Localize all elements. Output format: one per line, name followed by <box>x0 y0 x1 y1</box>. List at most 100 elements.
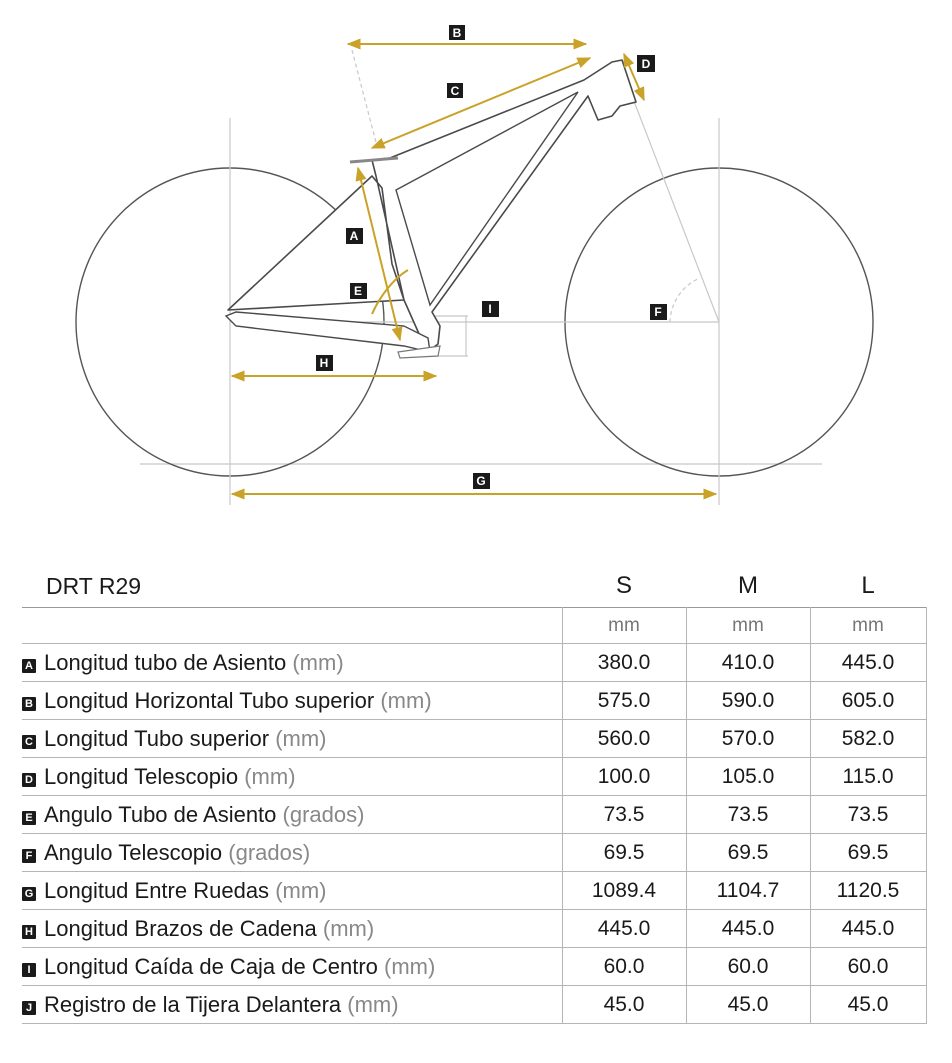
units-row: mm mm mm <box>22 607 927 644</box>
unit-l: mm <box>809 607 927 644</box>
value-m: 410.0 <box>685 643 810 682</box>
size-m-header: M <box>738 572 758 599</box>
row-label: Angulo Telescopio <box>44 839 223 865</box>
model-name: DRT R29 <box>46 572 142 599</box>
row-unit: (mm) <box>384 953 436 979</box>
row-label-cell: B Longitud Horizontal Tubo superior (mm) <box>22 682 562 720</box>
row-label-cell: J Registro de la Tijera Delantera (mm) <box>22 986 562 1024</box>
value-m: 590.0 <box>685 681 810 720</box>
row-unit: (mm) <box>347 991 399 1017</box>
marker-h: H <box>316 355 333 371</box>
row-label: Registro de la Tijera Delantera <box>44 991 342 1017</box>
svg-text:E: E <box>354 284 362 298</box>
row-label: Longitud Brazos de Cadena <box>44 915 317 941</box>
frame-bb-shell <box>397 345 441 359</box>
row-letter-badge: A <box>22 658 36 673</box>
marker-f: F <box>650 304 667 320</box>
row-label: Longitud Caída de Caja de Centro <box>44 953 378 979</box>
units-row-label <box>22 608 562 644</box>
row-label: Longitud Telescopio <box>44 763 239 789</box>
bike-geometry-diagram: B C D A E I F H G <box>75 25 874 505</box>
value-l: 445.0 <box>809 909 927 948</box>
frame-seat-cap <box>349 156 399 164</box>
value-m: 69.5 <box>685 833 810 872</box>
table-row: A Longitud tubo de Asiento (mm) 380.0 410.0… <box>22 643 927 682</box>
row-letter-badge: C <box>22 734 36 749</box>
unit-s: mm <box>561 607 686 644</box>
value-s: 445.0 <box>561 909 686 948</box>
table-row: D Longitud Telescopio (mm) 100.0 105.0 115.0 <box>22 757 927 796</box>
table-row: F Angulo Telescopio (grados) 69.5 69.5 69.5 <box>22 833 927 872</box>
row-unit: (grados) <box>282 801 365 827</box>
value-s: 380.0 <box>561 643 686 682</box>
row-label-cell: I Longitud Caída de Caja de Centro (mm) <box>22 948 562 986</box>
size-s-header: S <box>615 572 632 599</box>
dim-line-a <box>355 166 403 342</box>
row-unit: (mm) <box>292 649 344 675</box>
unit-m: mm <box>685 607 810 644</box>
table-row: H Longitud Brazos de Cadena (mm) 445.0 445.… <box>22 909 927 948</box>
value-m: 105.0 <box>685 757 810 796</box>
value-m: 445.0 <box>685 909 810 948</box>
table-row: B Longitud Horizontal Tubo superior (mm) 5… <box>22 681 927 720</box>
svg-text:G: G <box>476 474 485 488</box>
value-s: 100.0 <box>561 757 686 796</box>
marker-e: E <box>350 283 367 299</box>
row-letter-badge: G <box>22 886 36 901</box>
value-s: 45.0 <box>561 985 686 1024</box>
table-row: E Angulo Tubo de Asiento (grados) 73.5 73.5… <box>22 795 927 834</box>
size-l-header: L <box>861 572 875 599</box>
row-letter-badge: F <box>22 848 36 863</box>
value-s: 60.0 <box>561 947 686 986</box>
table-row: G Longitud Entre Ruedas (mm) 1089.4 1104.7 1… <box>22 871 927 910</box>
svg-text:H: H <box>320 356 329 370</box>
row-label-cell: G Longitud Entre Ruedas (mm) <box>22 872 562 910</box>
value-l: 73.5 <box>809 795 927 834</box>
value-m: 73.5 <box>685 795 810 834</box>
row-label: Longitud tubo de Asiento <box>44 649 287 675</box>
value-s: 560.0 <box>561 719 686 758</box>
row-label: Longitud Tubo superior <box>44 725 270 751</box>
table-row: I Longitud Caída de Caja de Centro (mm) 60… <box>22 947 927 986</box>
value-l: 115.0 <box>809 757 927 796</box>
table-row: J Registro de la Tijera Delantera (mm) 45.… <box>22 985 927 1024</box>
value-l: 445.0 <box>809 643 927 682</box>
marker-d: D <box>637 55 655 72</box>
row-unit: (mm) <box>275 725 327 751</box>
value-m: 60.0 <box>685 947 810 986</box>
svg-text:A: A <box>350 229 359 243</box>
svg-text:B: B <box>453 26 462 40</box>
marker-g: G <box>473 473 490 489</box>
row-label: Longitud Entre Ruedas <box>44 877 270 903</box>
row-unit: (mm) <box>244 763 296 789</box>
svg-text:I: I <box>488 302 491 316</box>
value-l: 45.0 <box>809 985 927 1024</box>
row-unit: (mm) <box>322 915 375 941</box>
row-label-cell: E Angulo Tubo de Asiento (grados) <box>22 796 562 834</box>
row-letter-badge: B <box>22 696 36 711</box>
value-l: 605.0 <box>809 681 927 720</box>
row-label-cell: F Angulo Telescopio (grados) <box>22 834 562 872</box>
row-label-cell: D Longitud Telescopio (mm) <box>22 758 562 796</box>
value-s: 73.5 <box>561 795 686 834</box>
frame-chainstay <box>224 311 431 353</box>
row-unit: (mm) <box>380 687 432 713</box>
dim-line-d <box>623 52 645 102</box>
row-label-cell: A Longitud tubo de Asiento (mm) <box>22 644 562 682</box>
value-m: 1104.7 <box>685 871 810 910</box>
row-unit: (mm) <box>275 877 327 903</box>
head-angle-arc <box>669 277 701 323</box>
row-label-cell: H Longitud Brazos de Cadena (mm) <box>22 910 562 948</box>
row-letter-badge: H <box>22 924 36 939</box>
row-label: Longitud Horizontal Tubo superior <box>44 687 375 713</box>
row-letter-badge: E <box>22 810 36 825</box>
value-l: 582.0 <box>809 719 927 758</box>
geometry-table: DRT R29 S M L mm mm mm A Longitud tubo de… <box>22 565 927 1024</box>
value-s: 575.0 <box>561 681 686 720</box>
table-row: C Longitud Tubo superior (mm) 560.0 570.0 58… <box>22 719 927 758</box>
seat-axis-guide <box>351 49 379 151</box>
steering-axis-guide <box>621 69 720 323</box>
value-s: 69.5 <box>561 833 686 872</box>
marker-c: C <box>447 83 463 98</box>
marker-a: A <box>346 228 363 244</box>
